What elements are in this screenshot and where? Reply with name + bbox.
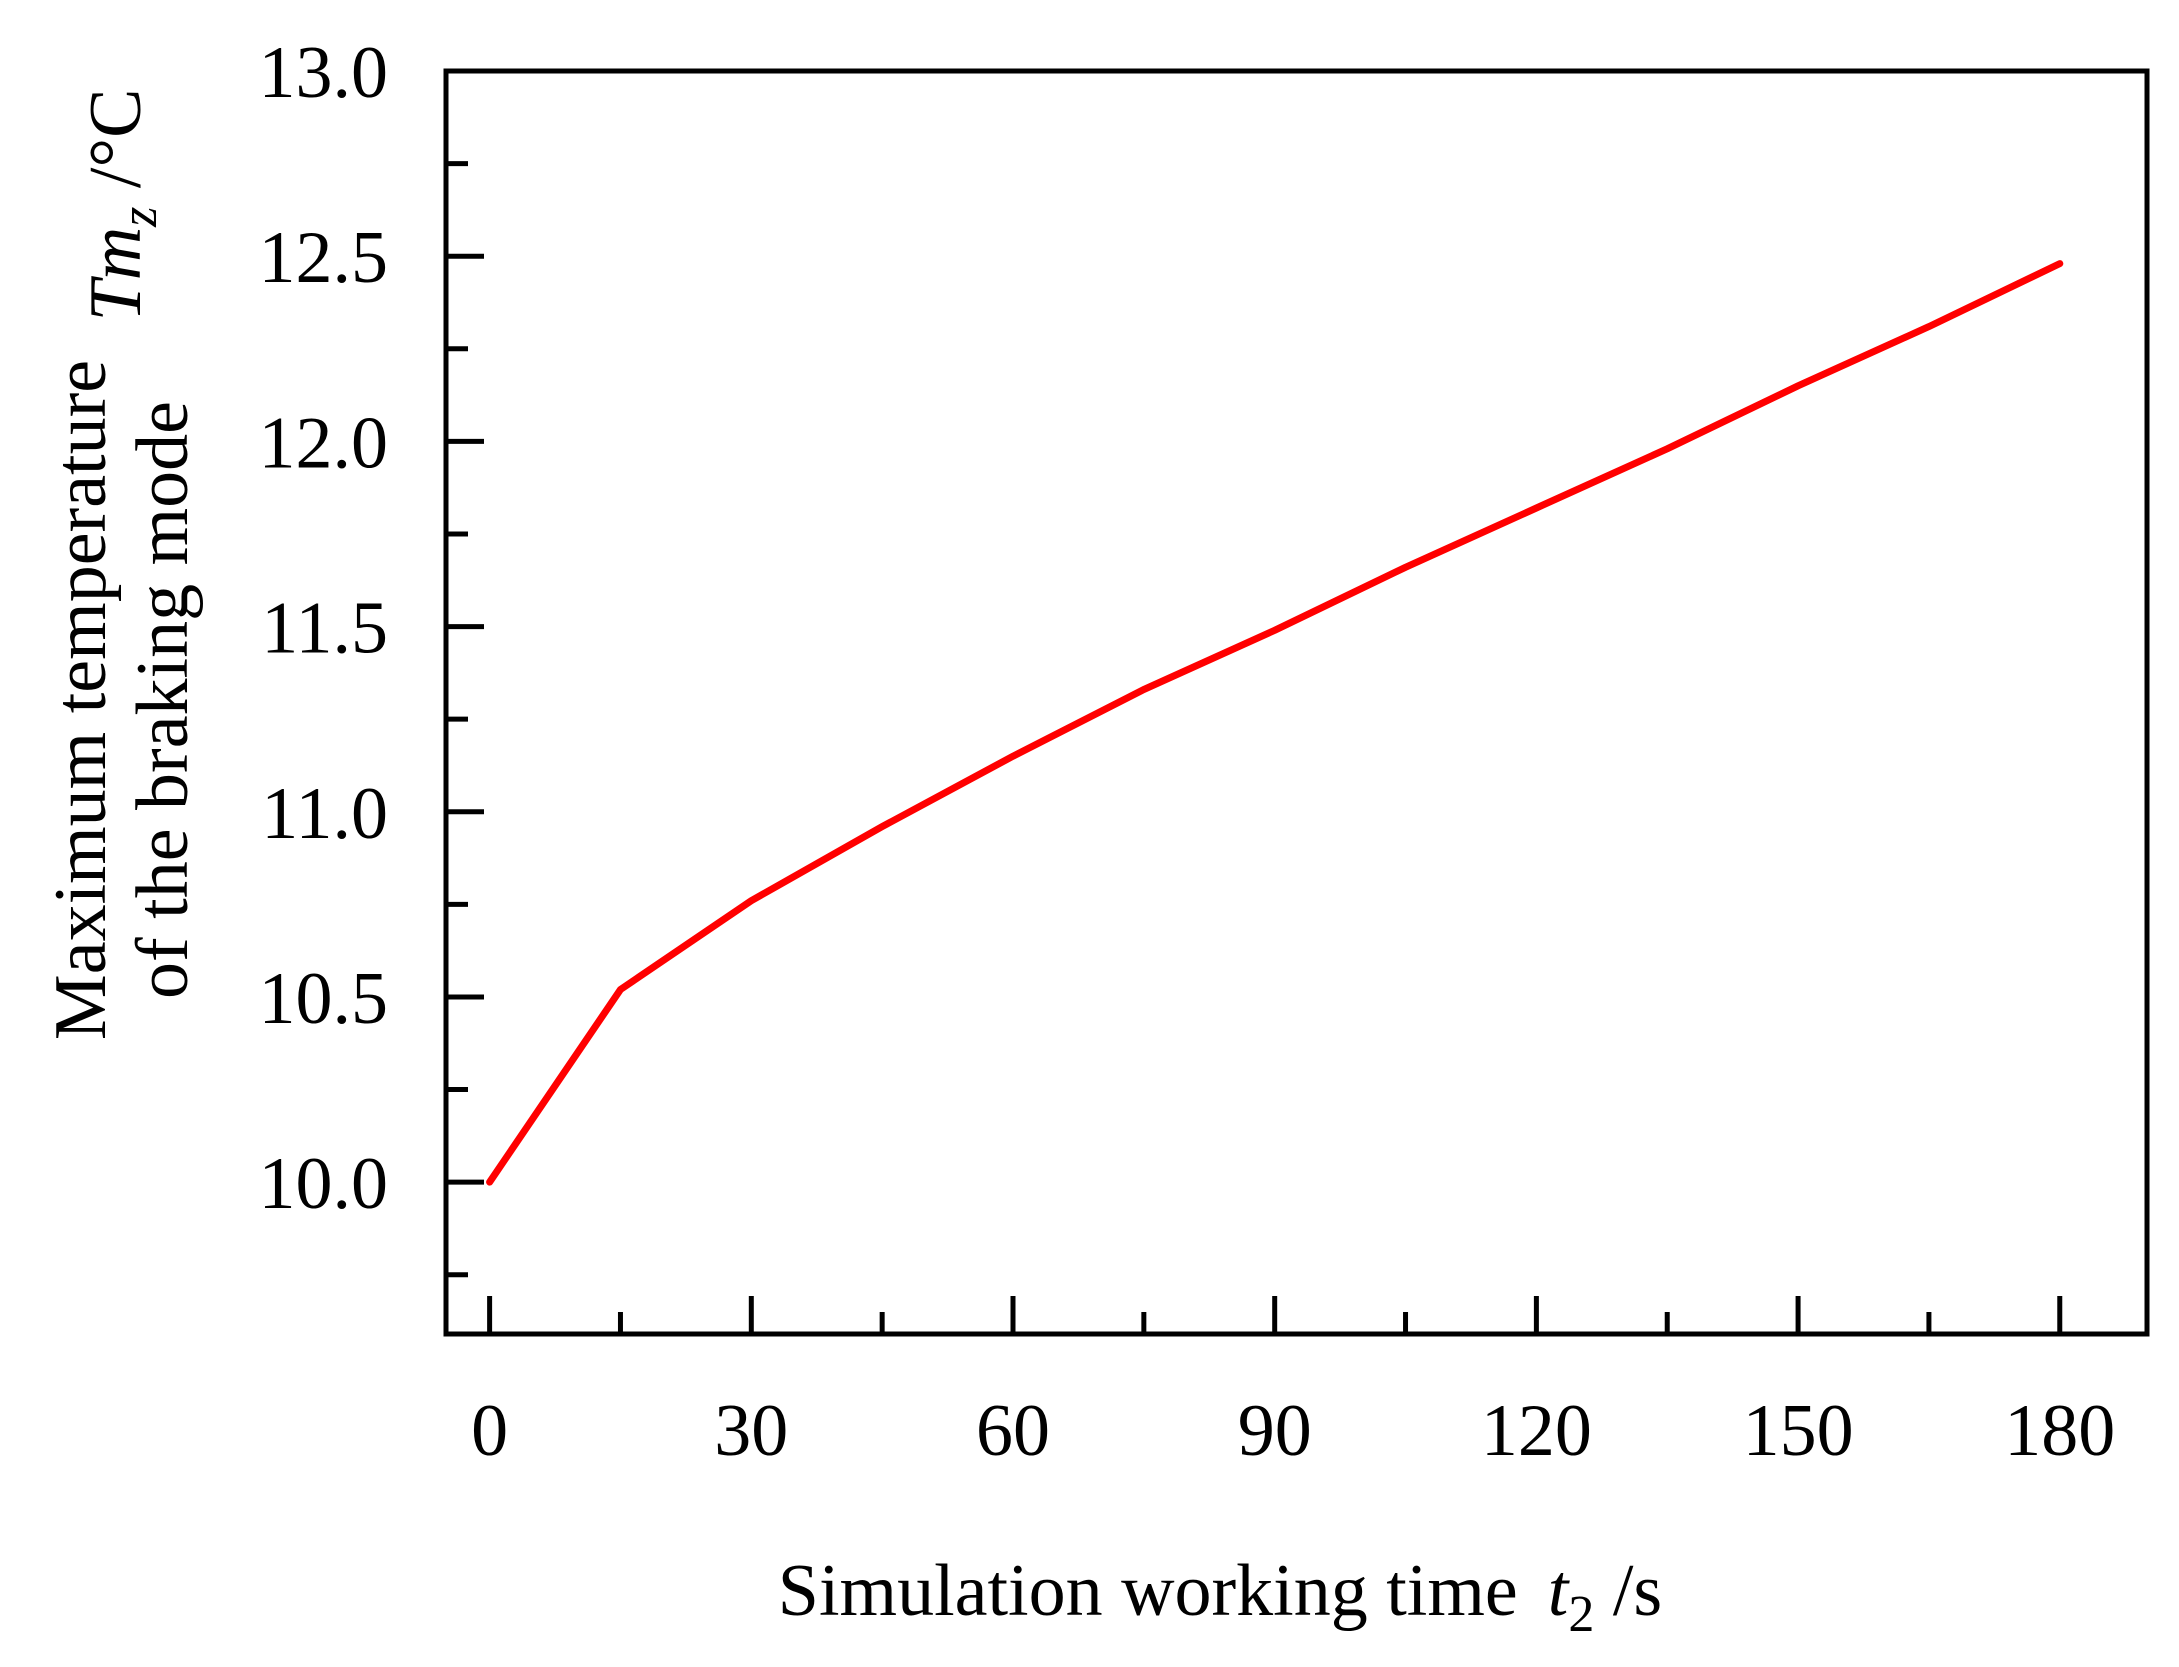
x-axis-label-text: Simulation working time [778,1550,1518,1632]
y-axis-unit: /°C [75,89,157,207]
plot-frame [443,68,2150,1337]
x-tick-label: 60 [976,1390,1050,1472]
series-line [486,260,2064,1186]
y-tick-labels: 10.0 10.5 11.0 11.5 12.0 12.5 13.0 [259,32,389,1225]
y-tick-label: 11.0 [261,773,388,855]
y-axis-symbol: Tm [75,227,157,322]
y-tick-label: 12.5 [259,217,389,299]
y-tick-label: 13.0 [259,32,389,114]
y-tick-label: 10.0 [259,1143,389,1225]
x-tick-label: 180 [2004,1390,2115,1472]
x-tick-label: 150 [1743,1390,1854,1472]
x-tick-label: 30 [714,1390,788,1472]
y-tick-label: 11.5 [261,588,388,670]
x-tick-label: 0 [471,1390,508,1472]
y-axis-label-line2: of the braking mode [122,401,204,999]
x-axis-title: Simulation working time t2 /s [778,1550,1662,1643]
svg-text:of the braking mode: of the braking mode [122,401,204,999]
axis-ticks [446,68,2063,1334]
y-axis-title: Maximum temperature of the braking mode … [40,89,204,1041]
y-tick-label: 12.0 [259,402,389,484]
svg-text:Tmz /°C: Tmz /°C [75,89,168,322]
y-axis-label-line1: Maximum temperature [40,360,122,1040]
x-tick-labels: 0 30 60 90 120 150 180 [471,1390,2115,1472]
x-axis-unit: /s [1594,1550,1662,1632]
series-group [486,260,2064,1186]
x-tick-label: 90 [1238,1390,1312,1472]
x-axis-symbol-subscript: 2 [1568,1586,1594,1643]
y-tick-label: 10.5 [259,958,389,1040]
svg-text:Maximum temperature: Maximum temperature [40,360,122,1040]
x-tick-label: 120 [1481,1390,1592,1472]
y-axis-symbol-subscript: z [111,207,168,228]
x-axis-symbol: t [1548,1550,1571,1632]
